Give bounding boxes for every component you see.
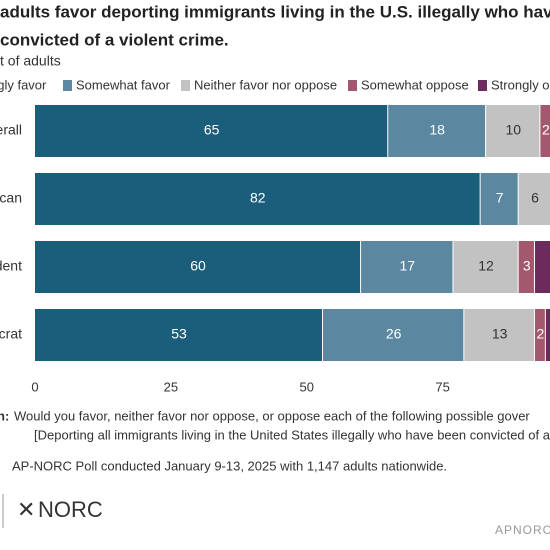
legend-swatch [181, 80, 190, 91]
legend-label: Somewhat favor [76, 77, 171, 92]
bar-segment [35, 241, 361, 293]
bar-segment [534, 309, 545, 361]
x-tick-label: 50 [299, 379, 313, 394]
category-label: can [0, 190, 22, 206]
bar-segment [464, 309, 534, 361]
value-label: 6 [531, 190, 539, 206]
logo: NORC [38, 497, 103, 522]
subtitle: t of adults [0, 53, 61, 69]
bar-segment [534, 241, 550, 293]
value-label: 53 [171, 326, 187, 342]
value-label: 17 [399, 258, 415, 274]
legend-label: Neither favor nor oppose [194, 77, 337, 92]
bar-segment [323, 309, 464, 361]
value-label: 60 [190, 258, 206, 274]
value-label: 3 [523, 258, 531, 274]
legend-swatch [63, 80, 72, 91]
note-source: AP-NORC Poll conducted January 9-13, 202… [12, 458, 447, 473]
value-label: 18 [429, 122, 445, 138]
bar-segment [480, 173, 518, 225]
chart-title: adults favor deporting immigrants living… [0, 2, 550, 21]
bar-segment [388, 105, 486, 157]
chart-title: convicted of a violent crime. [0, 30, 229, 49]
bar-segment [518, 241, 534, 293]
bar-segment [35, 105, 388, 157]
value-label: 7 [496, 190, 504, 206]
value-label: 12 [478, 258, 494, 274]
category-label: erall [0, 122, 22, 138]
legend-swatch [348, 80, 357, 91]
value-label: 10 [505, 122, 521, 138]
legend-swatch [478, 80, 487, 91]
category-label: ndent [0, 258, 22, 274]
bar-segment [361, 241, 453, 293]
value-label: 2 [542, 122, 550, 138]
note-question: Would you favor, neither favor nor oppos… [14, 408, 530, 423]
legend-label: Somewhat oppose [361, 77, 469, 92]
bar-segment [540, 105, 550, 157]
value-label: 26 [386, 326, 402, 342]
note-item: [Deporting all immigrants living in the … [34, 427, 550, 442]
value-label: 82 [250, 190, 266, 206]
x-tick-label: 75 [435, 379, 449, 394]
bar-segment [545, 309, 550, 361]
legend-label: ngly favor [0, 77, 47, 92]
logo-mark: ✕ [17, 497, 35, 522]
category-label: crat [0, 326, 22, 342]
value-label: 13 [492, 326, 508, 342]
bar-segment [453, 241, 518, 293]
value-label: 65 [204, 122, 220, 138]
x-tick-label: 0 [31, 379, 38, 394]
x-tick-label: 25 [164, 379, 178, 394]
legend-label: Strongly o [491, 77, 550, 92]
bar-segment [35, 173, 480, 225]
bar-segment [486, 105, 540, 157]
bar-segment [518, 173, 550, 225]
value-label: 2 [537, 326, 545, 342]
note-lead: n: [0, 408, 9, 423]
bar-segment [35, 309, 323, 361]
brand: APNORC [495, 523, 550, 537]
